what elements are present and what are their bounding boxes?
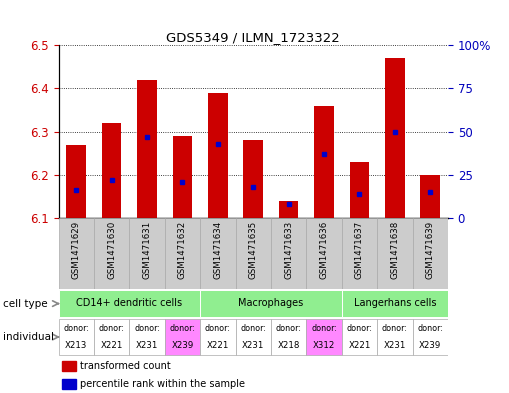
Text: cell type: cell type (3, 299, 47, 309)
Text: X239: X239 (419, 341, 441, 350)
Text: donor:: donor: (169, 324, 195, 333)
Bar (243, 140, 263, 218)
Bar (63, 361, 76, 371)
Bar (236, 319, 271, 355)
Text: X231: X231 (242, 341, 264, 350)
Bar (137, 80, 157, 218)
Text: GSM1471629: GSM1471629 (72, 221, 81, 279)
Text: percentile rank within the sample: percentile rank within the sample (80, 379, 245, 389)
Bar (94, 218, 129, 289)
Text: X221: X221 (100, 341, 123, 350)
Text: X213: X213 (65, 341, 88, 350)
Bar (412, 319, 448, 355)
Text: transformed count: transformed count (80, 361, 171, 371)
Bar (342, 218, 377, 289)
Text: GSM1471633: GSM1471633 (284, 221, 293, 279)
Bar (306, 218, 342, 289)
Text: individual: individual (3, 332, 53, 342)
Text: GSM1471636: GSM1471636 (320, 221, 328, 279)
Bar (350, 162, 369, 218)
Title: GDS5349 / ILMN_1723322: GDS5349 / ILMN_1723322 (166, 31, 340, 44)
Bar (420, 175, 440, 218)
Text: GSM1471631: GSM1471631 (143, 221, 152, 279)
Bar (279, 201, 298, 218)
Bar (165, 319, 200, 355)
Bar (129, 218, 165, 289)
Text: GSM1471630: GSM1471630 (107, 221, 116, 279)
Bar (173, 136, 192, 218)
Text: X312: X312 (313, 341, 335, 350)
Bar (200, 319, 236, 355)
Text: donor:: donor: (134, 324, 160, 333)
Text: donor:: donor: (99, 324, 125, 333)
Bar (63, 379, 76, 389)
Text: GSM1471638: GSM1471638 (390, 221, 400, 279)
Bar (129, 319, 165, 355)
Text: GSM1471632: GSM1471632 (178, 221, 187, 279)
Text: X231: X231 (136, 341, 158, 350)
Bar (342, 319, 377, 355)
Text: GSM1471637: GSM1471637 (355, 221, 364, 279)
Bar (94, 319, 129, 355)
Text: GSM1471639: GSM1471639 (426, 221, 435, 279)
Text: X221: X221 (207, 341, 229, 350)
Text: CD14+ dendritic cells: CD14+ dendritic cells (76, 298, 182, 308)
Bar (412, 218, 448, 289)
Bar (385, 58, 405, 218)
Text: donor:: donor: (63, 324, 89, 333)
Bar (208, 93, 228, 218)
Bar (59, 218, 94, 289)
Bar (314, 106, 334, 218)
Bar (67, 145, 86, 218)
Bar (165, 218, 200, 289)
Text: Macrophages: Macrophages (238, 298, 303, 308)
Text: donor:: donor: (417, 324, 443, 333)
Text: Langerhans cells: Langerhans cells (354, 298, 436, 308)
Bar (59, 319, 94, 355)
Bar (200, 290, 342, 317)
Bar (306, 319, 342, 355)
Text: GSM1471634: GSM1471634 (213, 221, 222, 279)
Text: X218: X218 (277, 341, 300, 350)
Bar (342, 290, 448, 317)
Bar (377, 319, 412, 355)
Bar (377, 218, 412, 289)
Bar (271, 319, 306, 355)
Text: donor:: donor: (240, 324, 266, 333)
Bar (271, 218, 306, 289)
Bar (200, 218, 236, 289)
Text: GSM1471635: GSM1471635 (249, 221, 258, 279)
Bar (236, 218, 271, 289)
Text: X239: X239 (172, 341, 193, 350)
Text: donor:: donor: (311, 324, 337, 333)
Text: donor:: donor: (276, 324, 302, 333)
Text: X221: X221 (348, 341, 371, 350)
Text: donor:: donor: (205, 324, 231, 333)
Bar (102, 123, 121, 218)
Text: X231: X231 (384, 341, 406, 350)
Text: donor:: donor: (347, 324, 373, 333)
Text: donor:: donor: (382, 324, 408, 333)
Bar (59, 290, 200, 317)
